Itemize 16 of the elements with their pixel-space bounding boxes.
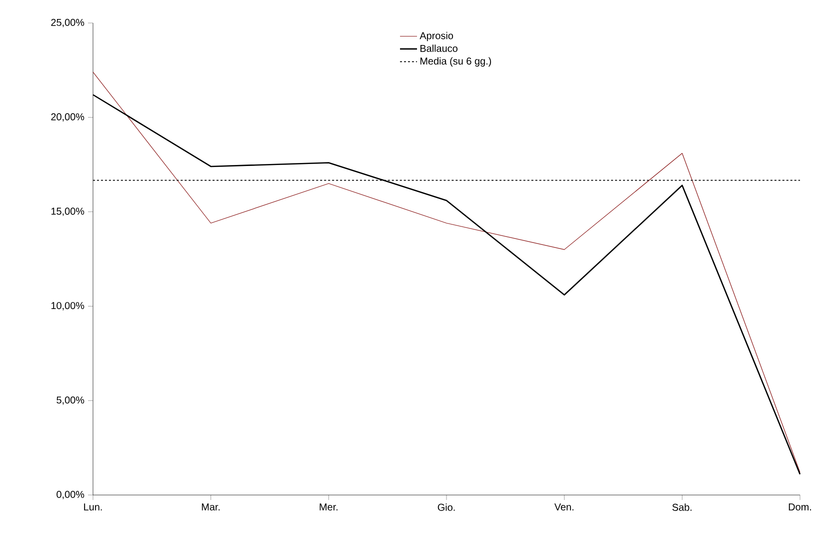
y-tick-label: 20,00% — [51, 113, 84, 122]
x-tick-label: Gio. — [438, 504, 455, 511]
legend-label: Aprosio — [420, 32, 454, 42]
x-tick-label: Ven. — [554, 504, 574, 510]
y-tick-label: 5,00% — [56, 396, 84, 405]
x-tick-label: Sab. — [672, 504, 692, 511]
legend-label: Media (su 6 gg.) — [420, 57, 492, 67]
legend-label: Ballauco — [420, 44, 458, 52]
y-tick-label: 0,00% — [56, 490, 84, 500]
x-tick-label: Mer. — [320, 504, 338, 510]
y-tick-label: 25,00% — [51, 18, 84, 28]
y-tick-label: 15,00% — [51, 208, 84, 216]
x-tick-label: Dom. — [788, 504, 811, 510]
y-tick-label: 10,00% — [51, 302, 84, 310]
x-tick-label: Mar. — [202, 504, 220, 510]
x-tick-label: Lun. — [84, 504, 102, 510]
